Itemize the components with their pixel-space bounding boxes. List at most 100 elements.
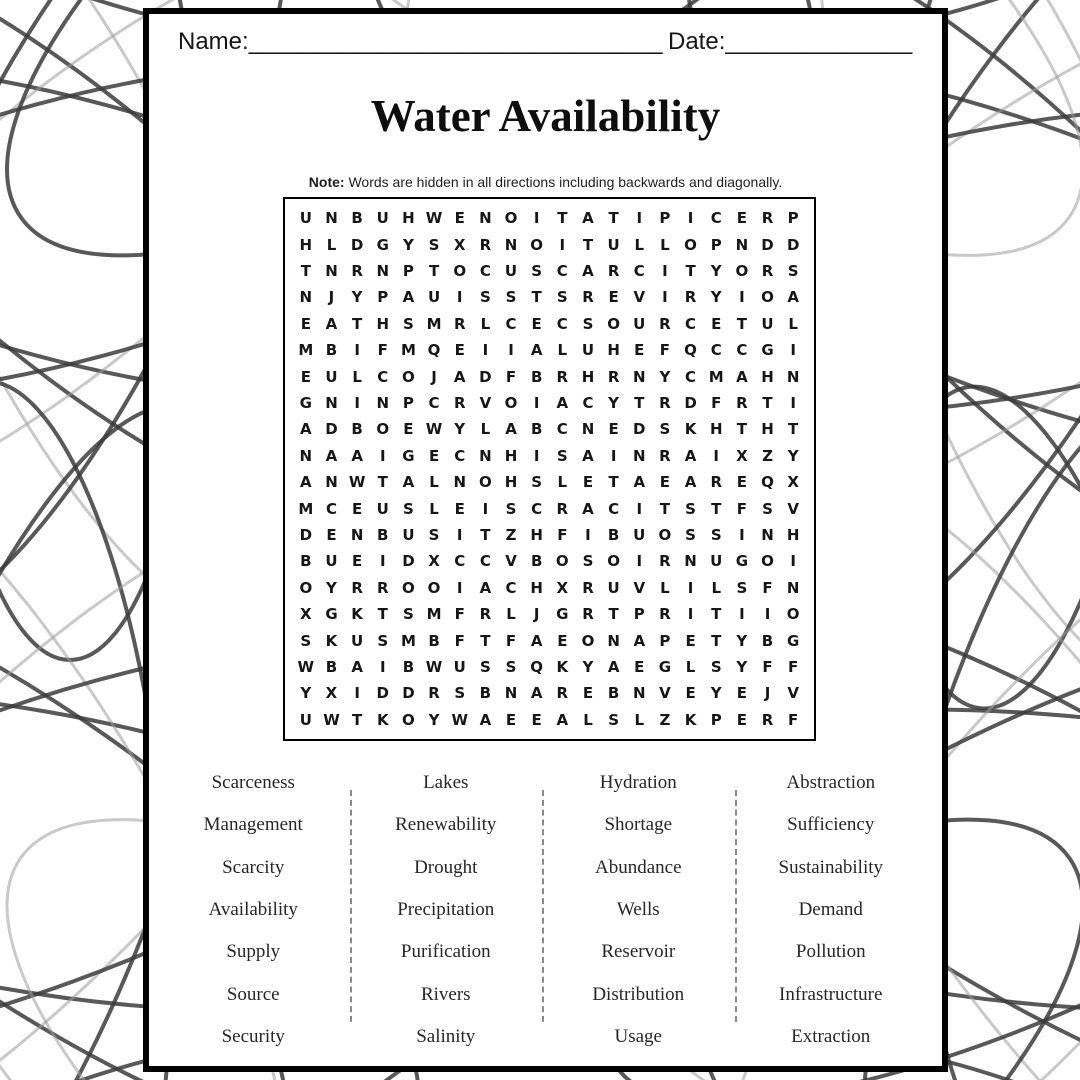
grid-letter: C [454, 552, 466, 571]
grid-letter: I [559, 235, 566, 254]
grid-letter: N [299, 288, 313, 307]
grid-letter: A [300, 473, 312, 492]
grid-letter: B [325, 341, 338, 360]
grid-letter: C [556, 420, 568, 439]
grid-letter: D [299, 525, 313, 544]
grid-letter: X [787, 473, 799, 492]
grid-letter: N [299, 446, 313, 465]
grid-letter: T [480, 525, 491, 544]
date-blank-line[interactable]: ______________ [725, 28, 913, 55]
grid-letter: I [636, 552, 643, 571]
grid-letter: E [557, 631, 568, 650]
word-list-item: Wells [616, 899, 660, 921]
grid-letter: B [300, 552, 312, 571]
grid-letter: Z [505, 525, 517, 544]
grid-letter: S [710, 657, 722, 676]
grid-letter: F [454, 631, 465, 650]
grid-letter: U [427, 288, 441, 307]
grid-letter: T [377, 473, 388, 492]
grid-letter: E [711, 314, 722, 333]
grid-letter: U [325, 552, 338, 571]
grid-letter: S [762, 499, 773, 518]
grid-letter: Y [454, 420, 466, 439]
grid-letter: I [482, 499, 489, 518]
grid-letter: T [557, 209, 568, 228]
grid-letter: D [402, 552, 415, 571]
grid-letter: O [427, 578, 441, 597]
grid-letter: E [454, 499, 465, 518]
column-separator [349, 790, 352, 1022]
grid-letter: D [633, 420, 646, 439]
grid-letter: D [761, 235, 774, 254]
grid-letter: S [659, 420, 671, 439]
grid-letter: H [761, 367, 774, 386]
grid-letter: M [426, 314, 442, 333]
grid-letter: A [582, 209, 594, 228]
grid-letter: K [351, 605, 363, 624]
grid-letter: F [505, 631, 517, 650]
grid-letter: N [581, 420, 595, 439]
grid-letter: E [300, 367, 311, 386]
grid-letter: N [325, 261, 338, 280]
grid-letter: E [608, 420, 619, 439]
grid-letter: Y [710, 261, 722, 280]
word-list-column: Lakes Renewability Drought Precipitation Pur… [350, 762, 543, 1059]
grid-letter: R [659, 393, 671, 412]
grid-letter: H [299, 235, 313, 254]
grid-letter: I [456, 525, 463, 544]
grid-letter: V [787, 499, 799, 518]
grid-letter: B [377, 525, 389, 544]
grid-letter: S [736, 578, 748, 597]
grid-letter: E [659, 473, 671, 492]
grid-letter: R [710, 473, 722, 492]
grid-letter: E [608, 288, 619, 307]
grid-letter: F [788, 710, 799, 729]
grid-letter: T [711, 605, 722, 624]
grid-letter: F [788, 657, 799, 676]
grid-letter: I [790, 341, 796, 360]
grid-letter: Q [684, 341, 697, 360]
grid-letter: Y [428, 710, 440, 729]
grid-letter: K [325, 631, 338, 650]
grid-letter: P [402, 393, 414, 412]
grid-letter: N [786, 367, 800, 386]
grid-letter: C [454, 446, 466, 465]
word-list-item: Source [226, 983, 280, 1005]
grid-letter: D [350, 235, 364, 254]
grid-letter: D [684, 393, 697, 412]
grid-letter: A [505, 420, 517, 439]
grid-letter: B [607, 525, 620, 544]
grid-letter: A [402, 473, 415, 492]
grid-letter: R [556, 684, 569, 703]
grid-letter: K [684, 710, 697, 729]
grid-letter: E [736, 473, 747, 492]
grid-letter: C [556, 261, 568, 280]
grid-letter: B [351, 209, 363, 228]
grid-letter: B [428, 631, 440, 650]
grid-letter: R [659, 605, 671, 624]
date-label: Date: [668, 28, 726, 55]
grid-letter: S [608, 710, 620, 729]
grid-letter: S [403, 605, 414, 624]
grid-letter: O [402, 367, 415, 386]
grid-letter: H [402, 209, 415, 228]
grid-letter: A [325, 446, 338, 465]
grid-letter: U [453, 657, 466, 676]
grid-letter: P [633, 605, 645, 624]
instructions-note: Note: Words are hidden in all directions… [149, 174, 942, 190]
grid-letter: O [761, 288, 774, 307]
grid-letter: I [456, 578, 463, 597]
grid-letter: Y [736, 657, 748, 676]
grid-letter: P [659, 209, 671, 228]
grid-letter: K [556, 657, 569, 676]
grid-letter: U [376, 209, 389, 228]
name-blank-line[interactable]: _______________________________ [248, 28, 663, 55]
grid-letter: M [298, 499, 314, 518]
grid-letter: C [633, 261, 645, 280]
grid-letter: L [352, 367, 362, 386]
grid-letter: Z [659, 710, 671, 729]
grid-letter: N [504, 684, 518, 703]
grid-letter: B [402, 657, 415, 676]
grid-letter: S [685, 499, 696, 518]
grid-letter: F [454, 605, 465, 624]
